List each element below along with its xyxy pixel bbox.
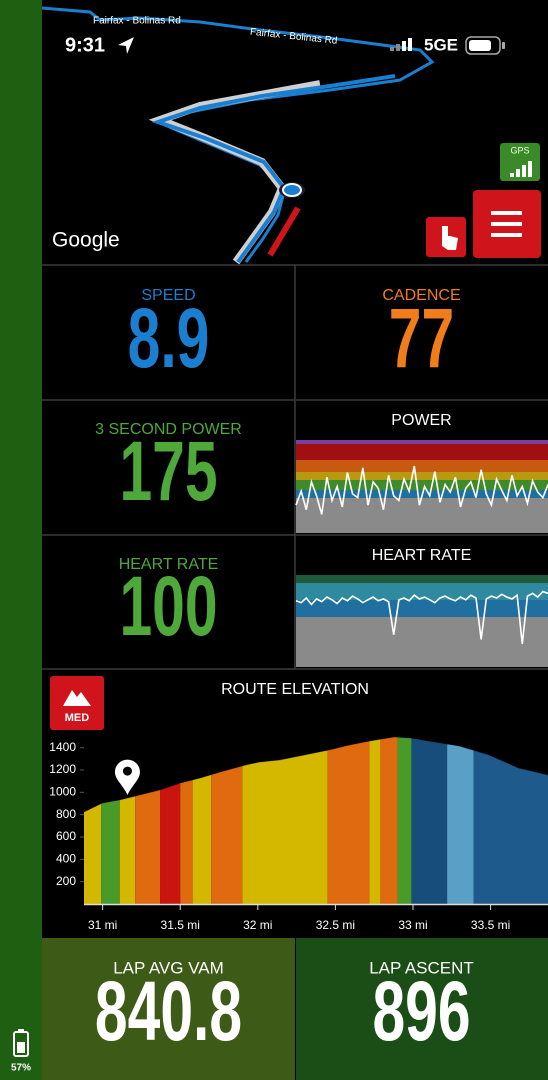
device-battery	[13, 1029, 29, 1057]
y-tick-label: 200	[56, 874, 76, 888]
x-tick-label: 31.5 mi	[161, 918, 200, 932]
touch-button[interactable]	[426, 217, 466, 257]
x-tick-label: 33.5 mi	[471, 918, 510, 932]
elevation-profile	[83, 736, 548, 813]
metric-value: 77	[389, 292, 454, 386]
location-icon	[118, 37, 134, 54]
grade-band	[327, 737, 370, 904]
zone-band	[296, 444, 548, 460]
graph-title: POWER	[391, 412, 451, 429]
grade-band	[397, 737, 412, 904]
elevation-title: ROUTE ELEVATION	[221, 681, 369, 698]
y-tick-label: 600	[56, 829, 76, 843]
network-label: 5GE	[424, 35, 458, 54]
difficulty-label: MED	[65, 712, 90, 724]
lap-label: LAP ASCENT	[369, 958, 474, 977]
x-tick-label: 31 mi	[88, 918, 117, 932]
metric-label: CADENCE	[382, 287, 460, 304]
lap-value: 840.8	[95, 965, 242, 1059]
gps-badge: GPS	[500, 143, 540, 181]
position-dot	[282, 183, 302, 197]
position-pin	[113, 758, 141, 798]
x-tick-label: 33 mi	[398, 918, 427, 932]
road-label: Fairfax - Bolinas Rd	[93, 16, 181, 27]
grade-band	[242, 737, 328, 904]
menu-button[interactable]	[473, 190, 541, 258]
metric-value: 8.9	[128, 292, 210, 386]
grade-band	[369, 737, 381, 904]
metric-label: HEART RATE	[119, 556, 219, 573]
y-tick-label: 1200	[49, 762, 76, 776]
grade-band	[447, 737, 474, 904]
difficulty-badge: MED	[50, 676, 104, 730]
zone-band	[296, 600, 548, 617]
zone-band	[296, 575, 548, 583]
metric-label: SPEED	[141, 287, 195, 304]
zone-band	[296, 498, 548, 533]
metric-value: 100	[119, 560, 217, 654]
pin-hole	[122, 766, 132, 776]
zone-band	[296, 480, 548, 490]
lap-label: LAP AVG VAM	[113, 958, 224, 977]
x-tick-label: 32.5 mi	[316, 918, 355, 932]
side-bar	[0, 0, 42, 1080]
zone-band	[296, 472, 548, 480]
graph-trace	[295, 465, 548, 515]
map[interactable]: Fairfax - Bolinas Rd Fairfax - Bolinas R…	[41, 0, 548, 265]
y-tick-label: 400	[56, 852, 76, 866]
tile-dividers	[42, 264, 548, 670]
lap-ascent-tile	[296, 938, 548, 1080]
route-overlay	[151, 74, 396, 264]
metric-value: 175	[119, 425, 217, 519]
map-attribution: Google	[52, 229, 120, 252]
battery-percent: 57%	[11, 1063, 31, 1074]
graph-trace	[295, 590, 548, 645]
lap-value: 896	[372, 965, 470, 1059]
status-time: 9:31	[65, 34, 105, 56]
zone-band	[296, 440, 548, 444]
gps-label: GPS	[510, 145, 529, 155]
zone-band	[296, 460, 548, 472]
zone-band	[296, 617, 548, 667]
graph-title: HEART RATE	[372, 547, 472, 564]
signal-icon	[390, 38, 412, 51]
battery-icon	[465, 36, 505, 55]
y-tick-label: 1400	[49, 740, 76, 754]
heading-line	[267, 206, 301, 257]
metric-label: 3 SECOND POWER	[95, 421, 242, 438]
zone-band	[296, 583, 548, 600]
lap-vam-tile	[42, 938, 295, 1080]
grade-band	[411, 737, 448, 904]
grade-band	[380, 737, 398, 904]
y-tick-label: 800	[56, 807, 76, 821]
y-tick-label: 1000	[49, 785, 76, 799]
x-tick-label: 32 mi	[243, 918, 272, 932]
